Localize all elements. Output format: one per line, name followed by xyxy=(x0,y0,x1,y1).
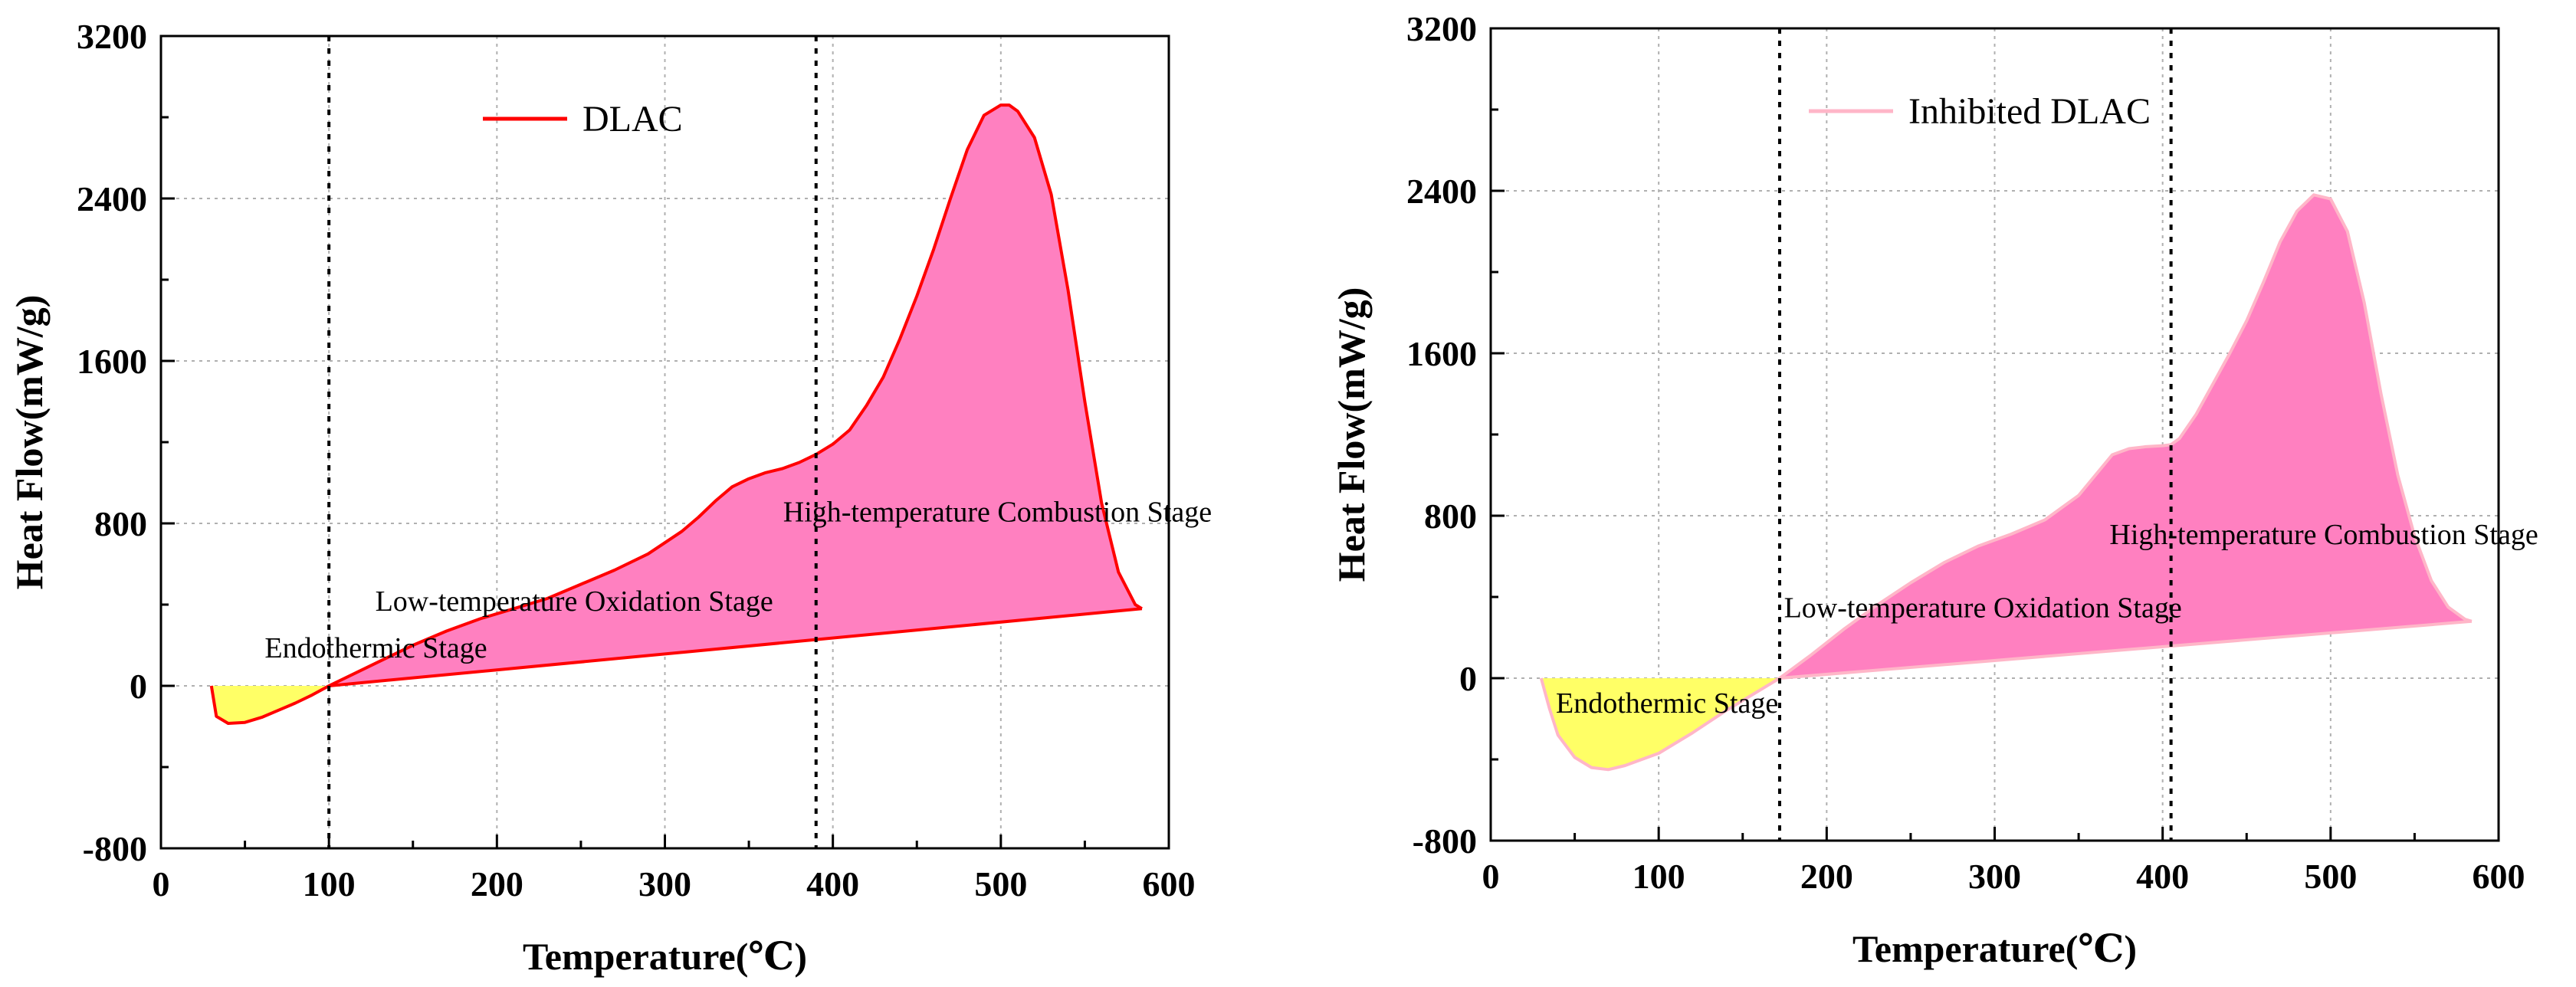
x-tick-label: 100 xyxy=(1633,857,1685,896)
baseline-line xyxy=(328,607,1143,687)
x-tick-label: 500 xyxy=(2304,857,2357,896)
y-tick-label: -800 xyxy=(1413,821,1477,861)
x-tick-label: 300 xyxy=(1968,857,2021,896)
x-tick-label: 200 xyxy=(471,864,523,903)
oxidation-fill xyxy=(329,105,1142,687)
x-tick-label: 600 xyxy=(2473,857,2525,896)
y-tick-label: 800 xyxy=(94,504,147,543)
x-axis-title: Temperature(℃) xyxy=(1852,927,2137,970)
x-tick-label: 400 xyxy=(806,864,859,903)
x-tick-label: 200 xyxy=(1800,857,1853,896)
chart-dlac: 0 100 200 300 400 500 600-8000800160024003200T… xyxy=(8,17,1212,978)
baseline-line xyxy=(1779,619,2473,680)
oxidation-fill xyxy=(1780,195,2472,679)
x-tick-label: 100 xyxy=(303,864,356,903)
y-tick-label: 0 xyxy=(1459,659,1477,698)
x-axis-title: Temperature(℃) xyxy=(523,935,807,978)
x-tick-label: 0 xyxy=(153,864,170,903)
stage-annotation: High-temperature Combustion Stage xyxy=(2109,519,2538,551)
y-tick-label: 1600 xyxy=(77,342,147,381)
stage-annotation: Endothermic Stage xyxy=(264,632,487,664)
endothermic-fill xyxy=(211,686,330,723)
y-tick-label: 3200 xyxy=(1406,9,1477,48)
x-tick-label: 0 xyxy=(1482,857,1500,896)
x-tick-label: 500 xyxy=(974,864,1027,903)
legend-label: Inhibited DLAC xyxy=(1908,91,2151,132)
legend-label: DLAC xyxy=(582,99,683,139)
x-tick-label: 400 xyxy=(2136,857,2189,896)
stage-annotation: Low-temperature Oxidation Stage xyxy=(1784,592,2182,625)
x-tick-label: 600 xyxy=(1143,864,1196,903)
y-tick-label: 2400 xyxy=(77,179,147,218)
endothermic-fill xyxy=(1541,678,1780,770)
stage-annotation: Endothermic Stage xyxy=(1556,687,1778,720)
y-tick-label: 2400 xyxy=(1406,172,1477,211)
y-tick-label: 1600 xyxy=(1406,334,1477,373)
y-axis-title: Heat Flow(mW/g) xyxy=(8,295,51,590)
y-tick-label: -800 xyxy=(83,829,147,868)
y-tick-label: 0 xyxy=(130,667,147,706)
chart-inhibited-dlac: 0 100 200 300 400 500 600-8000800160024003200T… xyxy=(1330,9,2538,970)
x-tick-label: 300 xyxy=(638,864,691,903)
series-line xyxy=(1539,193,2473,772)
stage-annotation: Low-temperature Oxidation Stage xyxy=(376,585,773,618)
y-tick-label: 3200 xyxy=(77,17,147,56)
stage-annotation: High-temperature Combustion Stage xyxy=(783,496,1212,528)
y-axis-title: Heat Flow(mW/g) xyxy=(1330,287,1373,582)
y-tick-label: 800 xyxy=(1424,497,1477,536)
